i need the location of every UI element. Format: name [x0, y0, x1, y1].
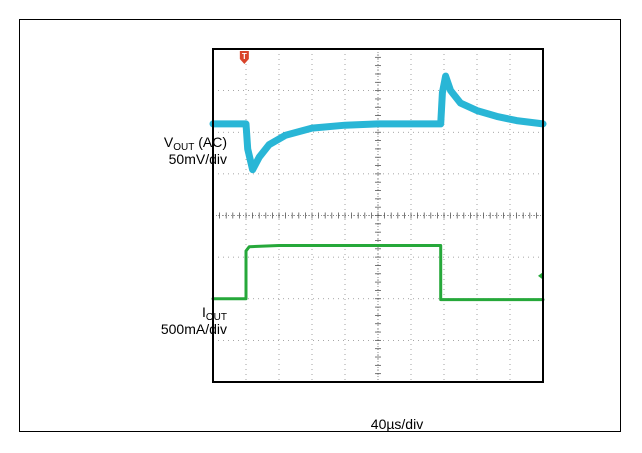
iout-axis-label: IOUT 500mA/div — [123, 304, 227, 338]
plot-border — [212, 48, 544, 383]
vout-label-sub: OUT — [173, 142, 195, 153]
scope-chart: T — [209, 48, 547, 383]
iout-label-sub: OUT — [205, 312, 227, 323]
vout-label-suffix: (AC) — [194, 134, 227, 150]
iout-label-main: I — [202, 304, 206, 320]
vout-axis-label: VOUT (AC) 50mV/div — [123, 134, 227, 168]
iout-scale: 500mA/div — [160, 321, 227, 337]
x-axis-label: 40µs/div — [370, 416, 424, 432]
figure-frame: T VOUT (AC) 50mV/div IOUT 500mA/div 40µs… — [19, 19, 621, 432]
vout-trace — [209, 72, 547, 174]
trigger-marker-icon — [239, 51, 249, 64]
vout-scale: 50mV/div — [168, 151, 227, 167]
vout-label-main: V — [163, 134, 174, 150]
trigger-marker-label: T — [242, 52, 247, 61]
channel-marker-icon — [538, 272, 542, 279]
iout-trace — [211, 244, 545, 302]
